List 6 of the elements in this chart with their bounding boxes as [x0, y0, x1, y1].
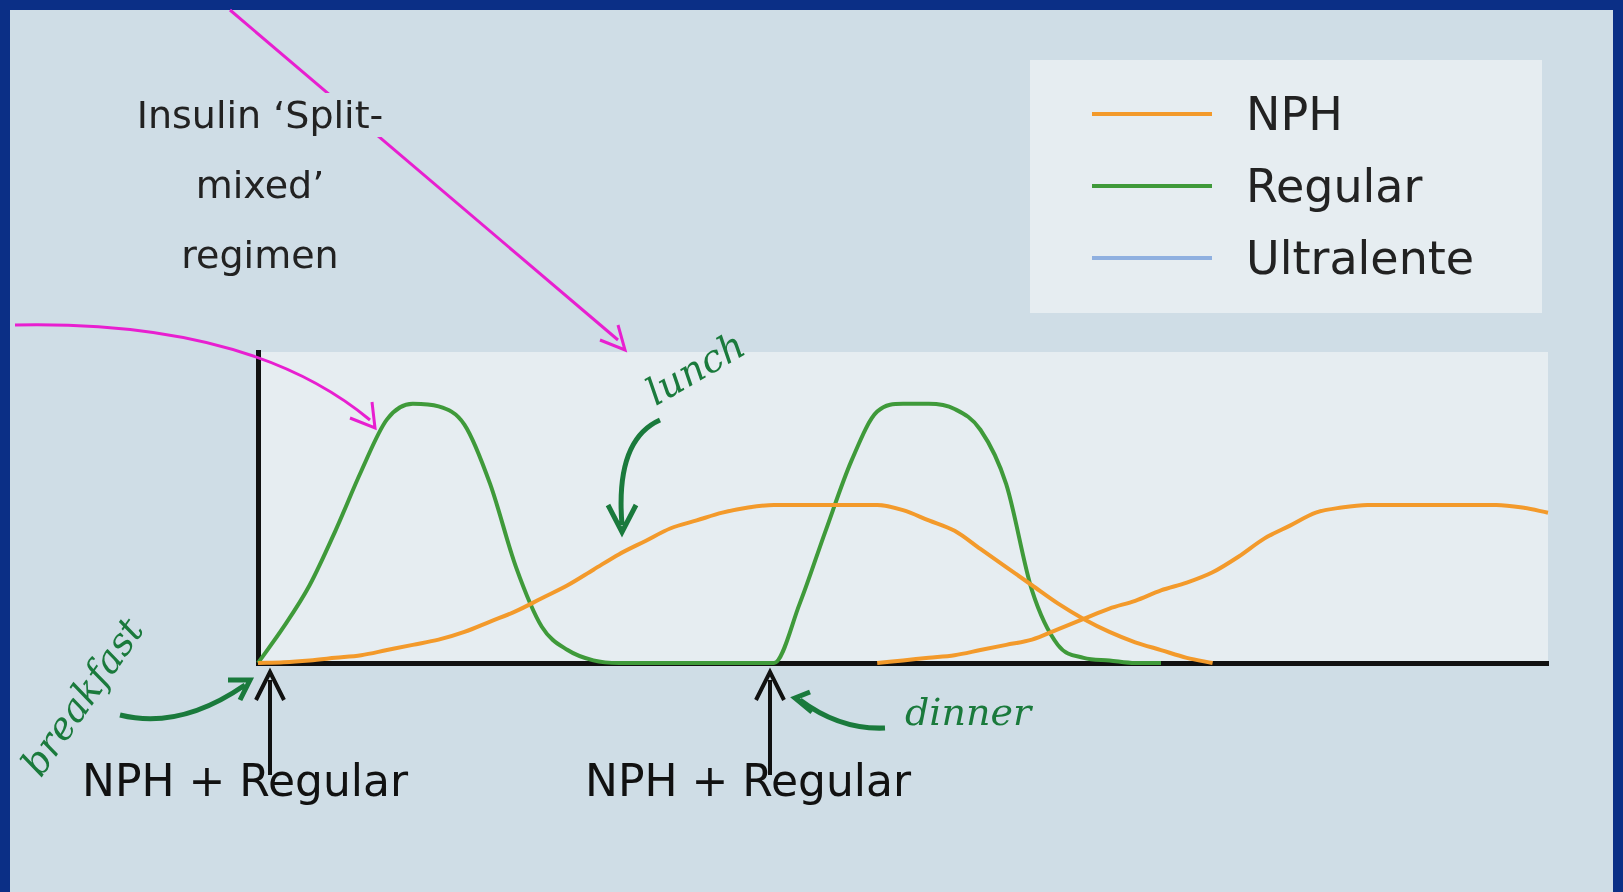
text: NPH + Regular [585, 755, 912, 806]
text: dinner [905, 690, 1032, 734]
legend-label: Regular [1246, 159, 1423, 213]
legend-label: Ultralente [1246, 231, 1475, 285]
chart-title: Insulin ‘Split-mixed’ regimen [136, 93, 384, 277]
legend-label: NPH [1246, 87, 1343, 141]
